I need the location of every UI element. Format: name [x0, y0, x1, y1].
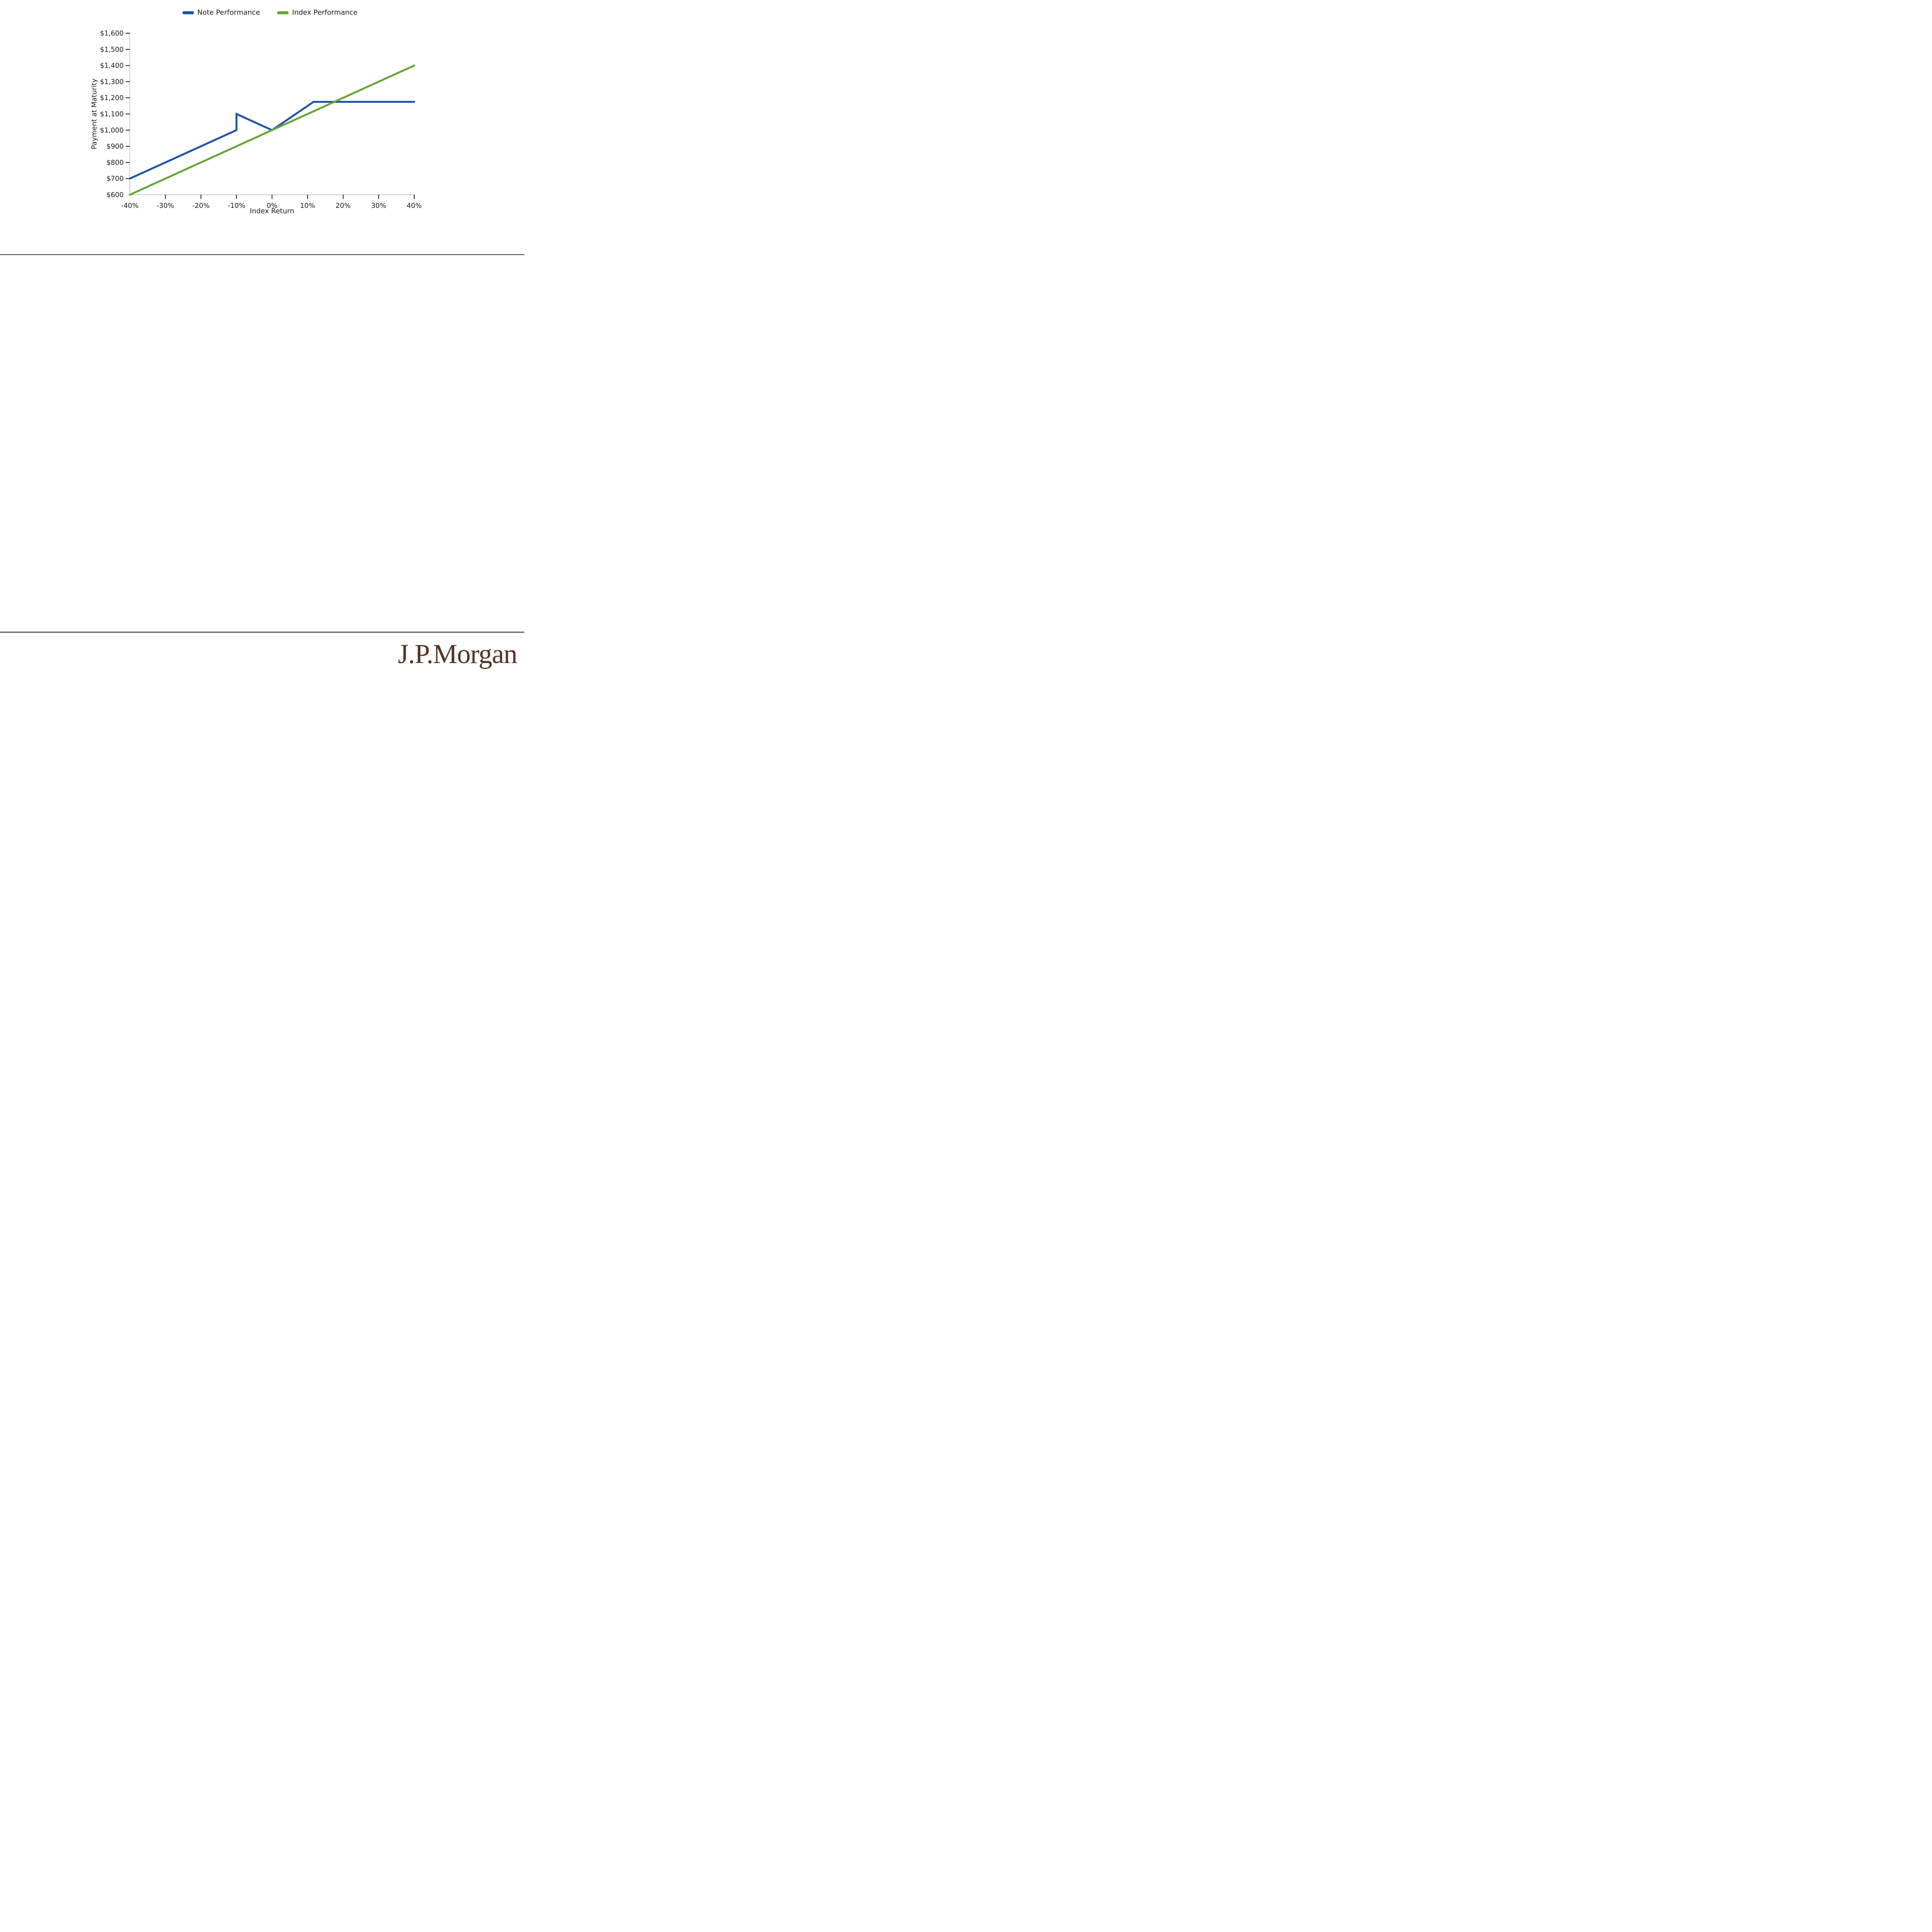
jpmorgan-logo: J.P.Morgan	[398, 639, 517, 669]
y-axis-tick-label: $600	[106, 191, 124, 199]
y-axis-tick-label: $700	[106, 175, 124, 183]
document-page: Note Performance Index Performance $600 $…	[0, 0, 524, 675]
x-axis-tick-label: -20%	[192, 202, 209, 210]
chart-legend: Note Performance Index Performance	[182, 9, 357, 17]
x-axis-tick-label: 40%	[407, 202, 422, 210]
y-axis-tick-label: $1,200	[100, 94, 124, 102]
x-axis-title: Index Return	[250, 207, 294, 215]
section-divider-rule	[0, 254, 524, 255]
y-axis-tick-label: $1,600	[100, 30, 124, 37]
legend-label: Index Performance	[292, 9, 358, 17]
x-axis-tick-label: 30%	[371, 202, 386, 210]
y-axis-tick-label: $1,100	[100, 111, 124, 118]
x-axis-tick-label: -40%	[121, 202, 138, 210]
legend-label: Note Performance	[197, 9, 260, 17]
footer-divider-rule	[0, 632, 524, 633]
x-axis-tick-label: -10%	[228, 202, 245, 210]
series-line-index-performance	[129, 65, 415, 196]
y-axis-title: Payment at Maturity	[90, 78, 99, 150]
payoff-chart: $600 $700 $800 $900 $1,000 $1,100 $1,200 $1,300…	[100, 30, 422, 210]
legend-item-index-performance: Index Performance	[277, 9, 357, 17]
x-axis-tick-label: 0%	[267, 202, 277, 210]
x-axis-tick-label: 20%	[336, 202, 351, 210]
y-axis-tick-label: $1,000	[100, 127, 124, 134]
y-axis-tick-label: $1,300	[100, 78, 124, 86]
y-axis-tick-label: $900	[106, 143, 124, 151]
y-axis-tick-label: $1,400	[100, 62, 124, 70]
index-performance-line-swatch-icon	[277, 11, 289, 14]
y-axis-tick-label: $800	[106, 159, 124, 167]
y-axis-tick-label: $1,500	[100, 46, 124, 54]
series-line-note-performance	[129, 101, 415, 180]
x-axis-tick-label: -30%	[156, 202, 174, 210]
x-axis-tick-label: 10%	[300, 202, 315, 210]
legend-item-note-performance: Note Performance	[182, 9, 260, 17]
payoff-chart-area: $600 $700 $800 $900 $1,000 $1,100 $1,200 $1,300…	[0, 0, 524, 224]
note-performance-line-swatch-icon	[182, 11, 194, 14]
